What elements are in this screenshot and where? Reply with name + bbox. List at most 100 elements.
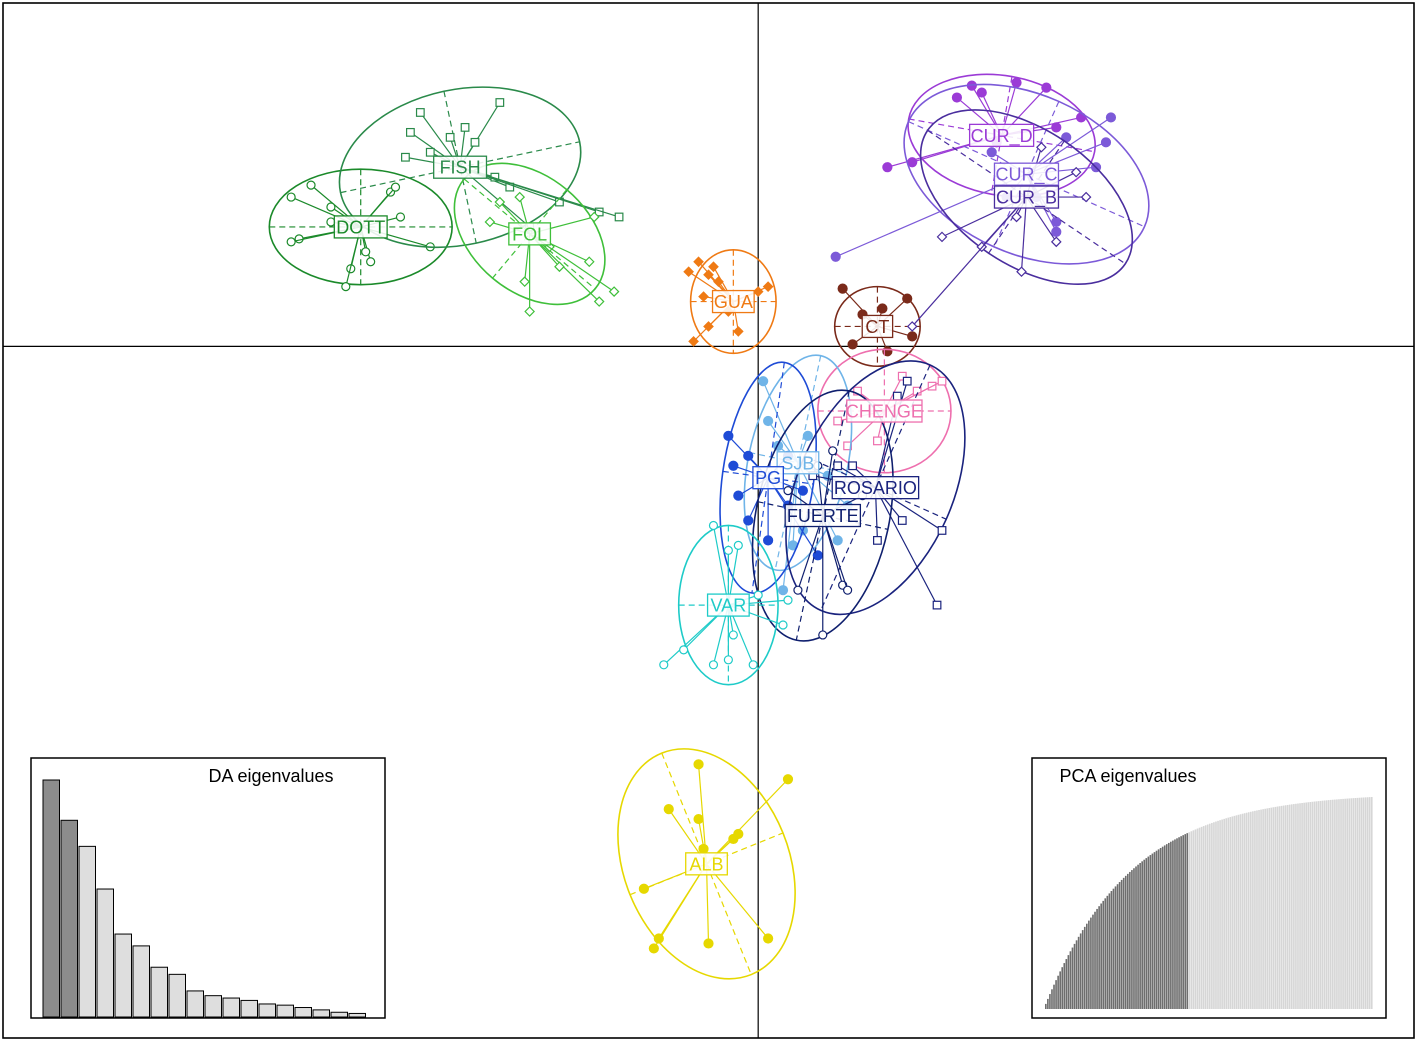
pca-eigenvalue-bar	[1247, 812, 1250, 1009]
label-text-gua: GUA	[714, 292, 753, 312]
pca-eigenvalue-bar	[1235, 815, 1238, 1009]
pca-eigenvalue-bar	[1067, 955, 1070, 1009]
point-sjb	[832, 535, 843, 546]
point-cur-d	[1041, 82, 1052, 93]
pca-eigenvalue-bar	[1260, 809, 1262, 1009]
pca-eigenvalue-bar	[1319, 800, 1322, 1009]
group-fuerte	[751, 389, 894, 642]
pca-eigenvalue-bar	[1127, 873, 1129, 1009]
group-var	[659, 520, 793, 686]
inset-pca-eigenvalues: PCA eigenvalues	[1031, 757, 1387, 1019]
label-box-fol	[508, 222, 552, 246]
pca-eigenvalue-bar	[1211, 822, 1213, 1009]
point-alb	[693, 813, 704, 825]
pca-eigenvalue-bar	[1256, 810, 1258, 1009]
point-cur-b	[1011, 211, 1022, 223]
point-ct	[837, 283, 848, 294]
label-text-sjb: SJB	[781, 453, 814, 473]
point-alb	[638, 883, 650, 894]
pca-eigenvalue-bar	[1243, 813, 1246, 1009]
pca-eigenvalue-bar	[1299, 803, 1301, 1009]
label-text-fol: FOL	[512, 224, 547, 244]
point-pg	[797, 485, 808, 496]
spoke-sjb	[797, 462, 839, 541]
pca-eigenvalue-bar	[1223, 818, 1225, 1009]
pca-eigenvalue-bar	[1311, 801, 1314, 1009]
pca-eigenvalue-bar	[1219, 820, 1221, 1009]
pca-eigenvalue-bar	[1129, 871, 1131, 1009]
pca-eigenvalue-bar	[1133, 868, 1135, 1009]
pca-eigenvalue-bar	[1161, 846, 1164, 1009]
point-fish	[406, 127, 415, 137]
pca-eigenvalue-bar	[1295, 803, 1297, 1009]
point-sjb	[758, 376, 769, 387]
point-dott	[326, 202, 336, 212]
da-eigenvalue-bar	[60, 819, 78, 1018]
pca-eigenvalue-bar	[1180, 836, 1182, 1009]
point-pg	[733, 490, 744, 501]
pca-eigenvalue-bar	[1278, 806, 1281, 1009]
point-chenge	[853, 386, 862, 396]
axis-minor-pg	[751, 362, 785, 594]
spoke-fuerte	[797, 515, 824, 591]
label-text-alb: ALB	[689, 854, 723, 874]
pca-eigenvalue-bar	[1112, 888, 1115, 1009]
pca-eigenvalue-bar	[1362, 797, 1365, 1009]
point-gua	[732, 326, 744, 337]
point-sjb	[802, 430, 813, 442]
pca-eigenvalue-bar	[1094, 911, 1096, 1009]
label-text-chenge: CHENGE	[846, 402, 923, 422]
da-eigenvalue-bar	[150, 966, 168, 1018]
label-cur-b: CUR_B	[993, 185, 1060, 209]
label-box-gua	[711, 289, 755, 314]
point-cur-d	[976, 87, 987, 98]
pca-eigenvalue-bar	[1315, 801, 1318, 1009]
point-rosario	[848, 461, 857, 471]
pca-eigenvalue-bar	[1120, 879, 1123, 1009]
pca-eigenvalue-bar	[1178, 837, 1180, 1009]
label-text-dott: DOTT	[336, 217, 385, 237]
pca-eigenvalue-bar	[1145, 858, 1148, 1009]
point-fol	[588, 211, 600, 223]
label-box-cur-c	[993, 162, 1060, 186]
point-pg	[763, 535, 774, 546]
pca-eigenvalue-bar	[1213, 822, 1215, 1009]
pca-eigenvalue-bar	[1110, 891, 1113, 1009]
pca-eigenvalue-bar	[1184, 834, 1187, 1009]
point-fuerte	[783, 486, 793, 496]
point-var	[723, 545, 733, 555]
label-dott: DOTT	[333, 215, 388, 239]
label-box-pg	[752, 466, 784, 490]
label-box-alb	[685, 852, 728, 876]
da-eigenvalue-bar	[42, 779, 60, 1018]
point-cur-b	[936, 231, 948, 243]
label-cur-c: CUR_C	[993, 162, 1060, 186]
point-cur-d	[907, 157, 918, 168]
pca-eigenvalue-bar	[1069, 951, 1072, 1009]
spoke-alb	[706, 863, 769, 939]
point-fuerte	[818, 630, 828, 640]
pca-eigenvalue-bar	[1221, 819, 1223, 1009]
pca-eigenvalue-bar	[1288, 804, 1291, 1009]
pca-eigenvalue-bar	[1344, 798, 1346, 1009]
pca-eigenvalue-bar	[1096, 908, 1098, 1009]
spoke-alb	[705, 863, 710, 944]
label-cur-d: CUR_D	[968, 123, 1035, 148]
point-alb	[703, 938, 714, 949]
pca-eigenvalue-bar	[1309, 802, 1312, 1009]
point-fish	[415, 108, 425, 117]
point-fol	[484, 216, 496, 228]
pca-eigenvalue-bar	[1366, 797, 1369, 1009]
pca-eigenvalue-bar	[1116, 884, 1119, 1009]
pca-eigenvalue-bar	[1241, 813, 1244, 1009]
pca-eigenvalue-bar	[1360, 797, 1363, 1009]
pca-eigenvalue-bar	[1325, 800, 1328, 1009]
pca-eigenvalue-bar	[1083, 926, 1086, 1009]
pca-eigenvalue-bar	[1280, 805, 1283, 1009]
label-text-fish: FISH	[440, 158, 481, 178]
pca-eigenvalue-bar	[1245, 812, 1248, 1009]
pca-eigenvalue-bar	[1147, 856, 1150, 1009]
point-cur-d	[882, 162, 893, 173]
spoke-rosario	[874, 487, 938, 606]
